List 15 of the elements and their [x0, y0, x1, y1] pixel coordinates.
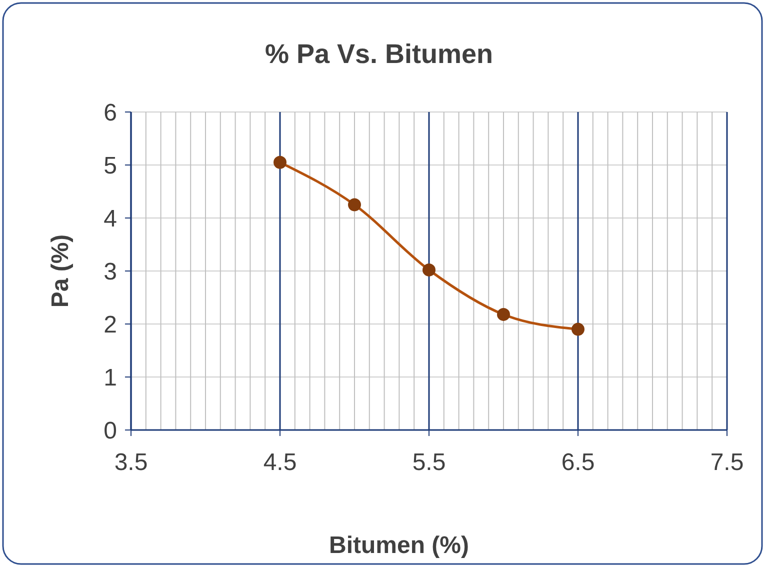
y-tick-label: 6 [104, 99, 117, 126]
y-tick-label: 0 [104, 417, 117, 444]
x-tick-label: 4.5 [263, 449, 297, 476]
y-tick-label: 4 [104, 205, 117, 232]
y-tick-label: 1 [104, 364, 117, 392]
y-tick-label: 5 [104, 152, 117, 180]
x-axis-title: Bitumen (%) [329, 532, 469, 559]
x-tick-label: 3.5 [114, 449, 148, 476]
chart-title: % Pa Vs. Bitumen [264, 39, 494, 69]
x-tick-label: 7.5 [710, 449, 744, 476]
x-tick-label: 5.5 [412, 449, 446, 476]
y-tick-label: 2 [104, 311, 117, 338]
y-tick-label: 3 [104, 258, 117, 286]
y-axis-title: Pa (%) [47, 234, 74, 308]
x-tick-label: 6.5 [561, 449, 595, 476]
